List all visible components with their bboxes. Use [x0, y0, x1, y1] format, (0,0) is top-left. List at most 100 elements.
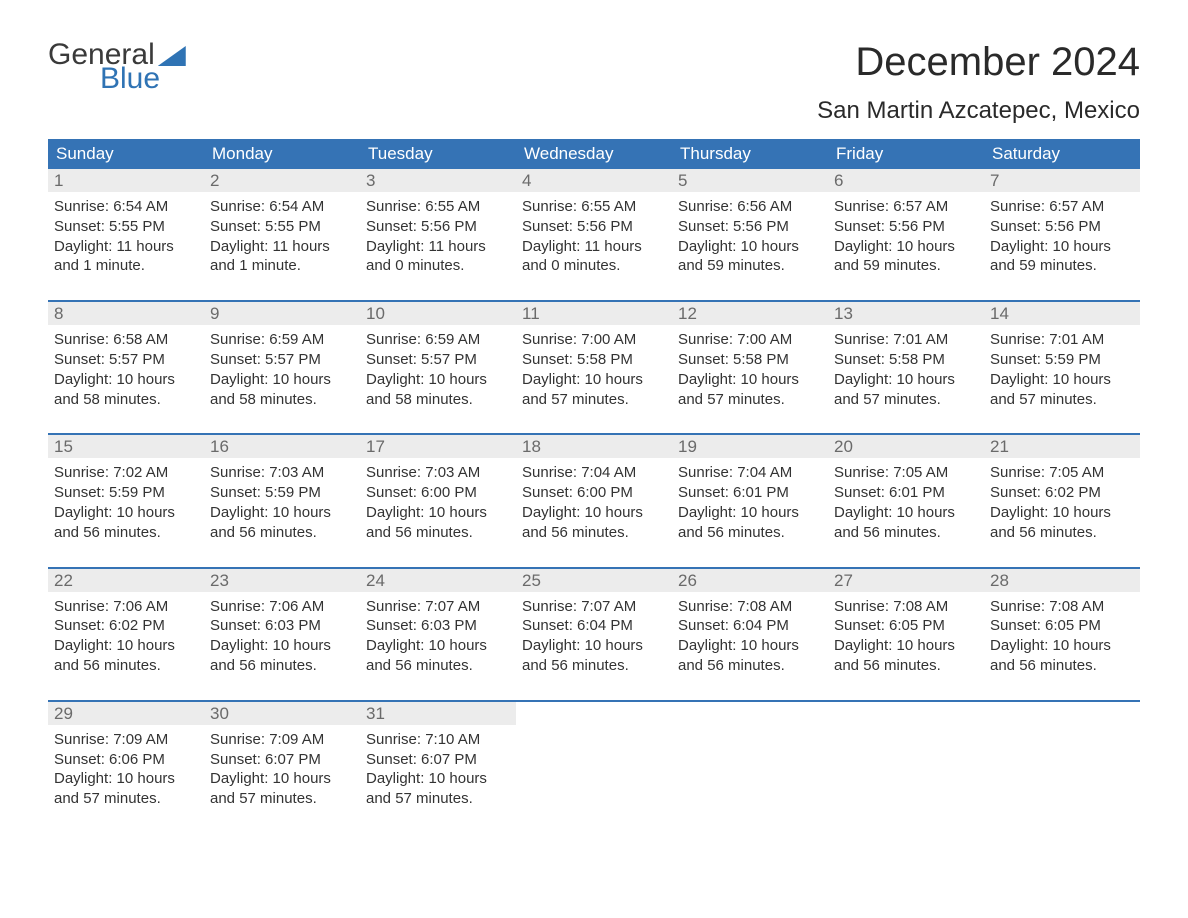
weekday-monday: Monday [204, 139, 360, 169]
day-cell: Sunrise: 6:56 AMSunset: 5:56 PMDaylight:… [672, 192, 828, 300]
sunset-line: Sunset: 6:00 PM [522, 483, 666, 503]
weekday-tuesday: Tuesday [360, 139, 516, 169]
sunrise-line: Sunrise: 7:07 AM [366, 597, 510, 617]
sunrise-line: Sunrise: 7:06 AM [210, 597, 354, 617]
day-cell: Sunrise: 7:08 AMSunset: 6:04 PMDaylight:… [672, 592, 828, 700]
daylight-line1: Daylight: 10 hours [210, 503, 354, 523]
daylight-line1: Daylight: 10 hours [366, 370, 510, 390]
day-cell: Sunrise: 7:00 AMSunset: 5:58 PMDaylight:… [516, 325, 672, 433]
sunrise-line: Sunrise: 6:57 AM [834, 197, 978, 217]
daylight-line1: Daylight: 10 hours [54, 636, 198, 656]
daylight-line2: and 56 minutes. [54, 523, 198, 543]
weekday-friday: Friday [828, 139, 984, 169]
daylight-line2: and 56 minutes. [210, 523, 354, 543]
day-cell: Sunrise: 6:54 AMSunset: 5:55 PMDaylight:… [204, 192, 360, 300]
sunrise-line: Sunrise: 6:54 AM [210, 197, 354, 217]
day-cell [672, 725, 828, 833]
day-number: 15 [48, 435, 204, 458]
day-number: 2 [204, 169, 360, 192]
sunrise-line: Sunrise: 6:59 AM [366, 330, 510, 350]
weekday-sunday: Sunday [48, 139, 204, 169]
day-cell: Sunrise: 7:06 AMSunset: 6:02 PMDaylight:… [48, 592, 204, 700]
daylight-line1: Daylight: 10 hours [210, 769, 354, 789]
sunrise-line: Sunrise: 6:55 AM [366, 197, 510, 217]
daylight-line1: Daylight: 10 hours [522, 503, 666, 523]
day-number: 17 [360, 435, 516, 458]
sunset-line: Sunset: 6:01 PM [834, 483, 978, 503]
week-row: 22232425262728Sunrise: 7:06 AMSunset: 6:… [48, 567, 1140, 700]
daylight-line2: and 56 minutes. [522, 656, 666, 676]
day-cell: Sunrise: 6:57 AMSunset: 5:56 PMDaylight:… [984, 192, 1140, 300]
week-row: 293031Sunrise: 7:09 AMSunset: 6:06 PMDay… [48, 700, 1140, 833]
daylight-line2: and 59 minutes. [678, 256, 822, 276]
sunset-line: Sunset: 5:57 PM [366, 350, 510, 370]
daylight-line1: Daylight: 10 hours [210, 370, 354, 390]
day-cell: Sunrise: 7:05 AMSunset: 6:01 PMDaylight:… [828, 458, 984, 566]
sunset-line: Sunset: 6:03 PM [366, 616, 510, 636]
logo-word2: Blue [100, 64, 186, 94]
day-number: 21 [984, 435, 1140, 458]
sunrise-line: Sunrise: 7:10 AM [366, 730, 510, 750]
day-number: 29 [48, 702, 204, 725]
sunset-line: Sunset: 6:02 PM [54, 616, 198, 636]
sunset-line: Sunset: 6:06 PM [54, 750, 198, 770]
day-number: 11 [516, 302, 672, 325]
day-number: 14 [984, 302, 1140, 325]
daylight-line1: Daylight: 10 hours [54, 370, 198, 390]
sunrise-line: Sunrise: 7:08 AM [678, 597, 822, 617]
sunset-line: Sunset: 5:55 PM [210, 217, 354, 237]
day-cell: Sunrise: 6:55 AMSunset: 5:56 PMDaylight:… [360, 192, 516, 300]
day-number: 20 [828, 435, 984, 458]
daylight-line2: and 58 minutes. [366, 390, 510, 410]
day-cell: Sunrise: 7:03 AMSunset: 5:59 PMDaylight:… [204, 458, 360, 566]
sunrise-line: Sunrise: 7:03 AM [210, 463, 354, 483]
day-number: 22 [48, 569, 204, 592]
day-cell: Sunrise: 6:57 AMSunset: 5:56 PMDaylight:… [828, 192, 984, 300]
daylight-line1: Daylight: 10 hours [990, 503, 1134, 523]
daylight-line1: Daylight: 10 hours [366, 636, 510, 656]
sunset-line: Sunset: 5:59 PM [210, 483, 354, 503]
day-cell: Sunrise: 7:07 AMSunset: 6:03 PMDaylight:… [360, 592, 516, 700]
day-number: 12 [672, 302, 828, 325]
sunset-line: Sunset: 6:01 PM [678, 483, 822, 503]
page-title: December 2024 [817, 40, 1140, 85]
daylight-line1: Daylight: 11 hours [54, 237, 198, 257]
day-cell: Sunrise: 7:07 AMSunset: 6:04 PMDaylight:… [516, 592, 672, 700]
day-number: 19 [672, 435, 828, 458]
sunrise-line: Sunrise: 7:02 AM [54, 463, 198, 483]
sunset-line: Sunset: 6:00 PM [366, 483, 510, 503]
sunrise-line: Sunrise: 7:09 AM [210, 730, 354, 750]
day-number: 25 [516, 569, 672, 592]
calendar: SundayMondayTuesdayWednesdayThursdayFrid… [48, 139, 1140, 833]
day-number: 28 [984, 569, 1140, 592]
daylight-line2: and 59 minutes. [990, 256, 1134, 276]
sunset-line: Sunset: 5:56 PM [678, 217, 822, 237]
sunset-line: Sunset: 5:59 PM [54, 483, 198, 503]
day-cell: Sunrise: 7:09 AMSunset: 6:07 PMDaylight:… [204, 725, 360, 833]
sunrise-line: Sunrise: 7:00 AM [678, 330, 822, 350]
sunset-line: Sunset: 6:07 PM [210, 750, 354, 770]
day-cell [516, 725, 672, 833]
logo: General Blue [48, 40, 186, 94]
daylight-line2: and 56 minutes. [990, 523, 1134, 543]
sunset-line: Sunset: 5:56 PM [990, 217, 1134, 237]
daylight-line1: Daylight: 10 hours [210, 636, 354, 656]
daylight-line1: Daylight: 11 hours [522, 237, 666, 257]
day-cell: Sunrise: 7:01 AMSunset: 5:59 PMDaylight:… [984, 325, 1140, 433]
day-number: 10 [360, 302, 516, 325]
daylight-line1: Daylight: 10 hours [990, 237, 1134, 257]
daylight-line2: and 57 minutes. [522, 390, 666, 410]
daylight-line1: Daylight: 10 hours [678, 370, 822, 390]
sunrise-line: Sunrise: 7:04 AM [678, 463, 822, 483]
daylight-line1: Daylight: 10 hours [990, 636, 1134, 656]
location-label: San Martin Azcatepec, Mexico [817, 97, 1140, 125]
sunrise-line: Sunrise: 6:58 AM [54, 330, 198, 350]
daylight-line1: Daylight: 10 hours [834, 237, 978, 257]
day-cell: Sunrise: 6:54 AMSunset: 5:55 PMDaylight:… [48, 192, 204, 300]
day-number: 7 [984, 169, 1140, 192]
sunset-line: Sunset: 6:04 PM [678, 616, 822, 636]
daylight-line1: Daylight: 10 hours [834, 503, 978, 523]
day-cell: Sunrise: 7:05 AMSunset: 6:02 PMDaylight:… [984, 458, 1140, 566]
sunrise-line: Sunrise: 7:09 AM [54, 730, 198, 750]
daylight-line2: and 58 minutes. [54, 390, 198, 410]
